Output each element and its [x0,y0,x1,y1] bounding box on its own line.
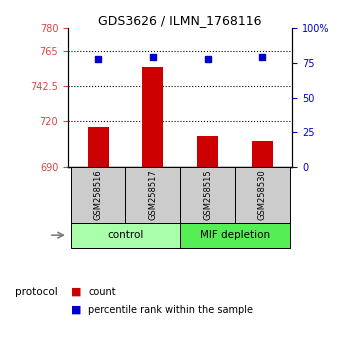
Title: GDS3626 / ILMN_1768116: GDS3626 / ILMN_1768116 [99,14,262,27]
Text: MIF depletion: MIF depletion [200,230,270,240]
Text: count: count [88,287,116,297]
Text: GSM258515: GSM258515 [203,170,212,220]
Text: GSM258530: GSM258530 [258,170,267,220]
Text: GSM258516: GSM258516 [94,170,103,220]
Bar [252,141,273,167]
Text: percentile rank within the sample: percentile rank within the sample [88,305,253,315]
Bar [142,67,163,167]
Bar [235,167,290,223]
Text: ■: ■ [71,287,82,297]
Bar [88,127,108,167]
Bar [71,223,180,248]
Bar [180,167,235,223]
Bar [71,167,125,223]
Bar [180,223,290,248]
Text: GSM258517: GSM258517 [148,170,157,220]
Bar [197,136,218,167]
Bar [125,167,180,223]
Text: protocol: protocol [15,287,58,297]
Text: control: control [107,230,144,240]
Text: ■: ■ [71,305,82,315]
